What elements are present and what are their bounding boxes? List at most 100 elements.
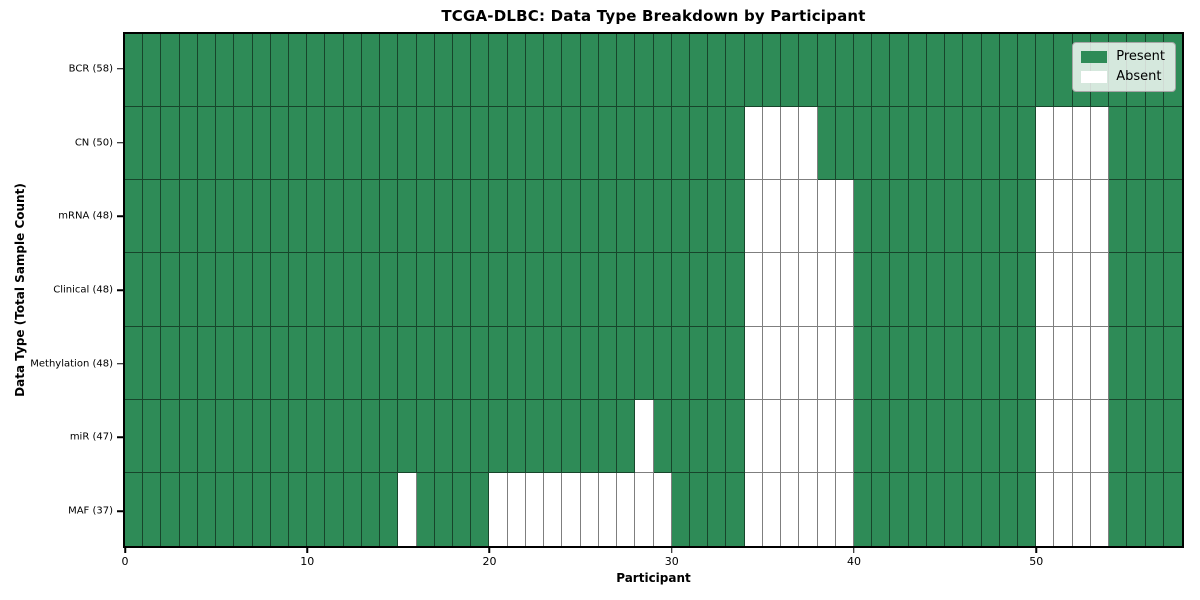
heatmap-cell-Clinical-42 (890, 253, 909, 327)
heatmap-cell-CN-57 (1163, 107, 1182, 181)
heatmap-cell-Clinical-15 (398, 253, 417, 327)
heatmap-cell-mRNA-42 (890, 180, 909, 254)
heatmap-cell-CN-19 (471, 107, 490, 181)
y-tick-label-MAF: MAF (37) (68, 505, 113, 517)
heatmap-cell-CN-7 (252, 107, 271, 181)
heatmap-cell-MAF-28 (635, 472, 654, 546)
x-tick-label-30: 30 (664, 555, 679, 568)
heatmap-cell-Clinical-25 (580, 253, 599, 327)
heatmap-cell-MAF-49 (1017, 472, 1037, 546)
heatmap-cell-Clinical-9 (289, 253, 308, 327)
heatmap-cell-MAF-34 (744, 472, 763, 546)
heatmap-cell-mRNA-49 (1017, 180, 1037, 254)
heatmap-cell-MAF-4 (197, 472, 217, 546)
heatmap-cell-Methylation-41 (872, 326, 891, 400)
heatmap-cell-CN-39 (835, 107, 854, 181)
heatmap-cell-CN-15 (398, 107, 417, 181)
heatmap-cell-mRNA-30 (671, 180, 690, 254)
heatmap-cell-miR-29 (653, 399, 672, 473)
heatmap-cell-CN-18 (453, 107, 472, 181)
heatmap-cell-Methylation-47 (981, 326, 1000, 400)
heatmap-cell-BCR-45 (945, 34, 964, 108)
heatmap-cell-CN-37 (799, 107, 818, 181)
heatmap-cell-Methylation-24 (562, 326, 581, 400)
heatmap-cell-Clinical-50 (1036, 253, 1055, 327)
heatmap-cell-mRNA-35 (762, 180, 782, 254)
heatmap-cell-BCR-42 (890, 34, 909, 108)
heatmap-cell-BCR-2 (161, 34, 180, 108)
heatmap-cell-Methylation-46 (963, 326, 982, 400)
heatmap-cell-miR-14 (380, 399, 399, 473)
heatmap-cell-CN-44 (926, 107, 946, 181)
heatmap-cell-CN-27 (617, 107, 636, 181)
heatmap-cell-miR-27 (617, 399, 636, 473)
heatmap-cell-mRNA-47 (981, 180, 1000, 254)
heatmap-cell-CN-23 (544, 107, 563, 181)
heatmap-cell-miR-50 (1036, 399, 1055, 473)
heatmap-cell-Clinical-36 (781, 253, 800, 327)
heatmap-cell-miR-15 (398, 399, 417, 473)
heatmap-cell-CN-42 (890, 107, 909, 181)
heatmap-cell-CN-1 (143, 107, 162, 181)
heatmap-cell-mRNA-51 (1054, 180, 1073, 254)
heatmap-cell-CN-10 (307, 107, 326, 181)
heatmap-cell-Methylation-16 (416, 326, 435, 400)
x-tick-label-50: 50 (1029, 555, 1044, 568)
heatmap-cell-Methylation-5 (216, 326, 235, 400)
heatmap-cell-CN-12 (343, 107, 362, 181)
heatmap-cell-BCR-11 (325, 34, 344, 108)
heatmap-cell-BCR-12 (343, 34, 362, 108)
heatmap-cell-MAF-10 (307, 472, 326, 546)
heatmap-cell-CN-6 (234, 107, 253, 181)
heatmap-cell-mRNA-18 (453, 180, 472, 254)
heatmap-cell-Clinical-34 (744, 253, 763, 327)
heatmap-cell-MAF-6 (234, 472, 253, 546)
heatmap-cell-miR-39 (835, 399, 854, 473)
heatmap-cell-BCR-30 (671, 34, 690, 108)
heatmap-cell-MAF-0 (125, 472, 144, 546)
heatmap-cell-Clinical-47 (981, 253, 1000, 327)
heatmap-cell-Clinical-31 (689, 253, 709, 327)
heatmap-cell-miR-38 (817, 399, 836, 473)
heatmap-cell-mRNA-50 (1036, 180, 1055, 254)
heatmap-cell-BCR-47 (981, 34, 1000, 108)
heatmap-cell-mRNA-54 (1109, 180, 1128, 254)
heatmap-cell-Methylation-0 (125, 326, 144, 400)
heatmap-cell-CN-38 (817, 107, 836, 181)
heatmap-cell-CN-32 (708, 107, 727, 181)
heatmap-cell-CN-5 (216, 107, 235, 181)
y-tick-mark-icon (117, 362, 123, 365)
heatmap-cell-CN-20 (489, 107, 508, 181)
heatmap-cell-BCR-26 (598, 34, 618, 108)
heatmap-cell-BCR-5 (216, 34, 235, 108)
x-tick-label-40: 40 (846, 555, 861, 568)
heatmap-cell-Methylation-53 (1090, 326, 1110, 400)
heatmap-cell-MAF-22 (525, 472, 545, 546)
heatmap-cell-mRNA-10 (307, 180, 326, 254)
heatmap-cell-Clinical-29 (653, 253, 672, 327)
heatmap-cell-MAF-31 (689, 472, 709, 546)
y-tick-label-CN: CN (50) (74, 137, 113, 149)
heatmap-cell-mRNA-9 (289, 180, 308, 254)
heatmap-cell-Methylation-30 (671, 326, 690, 400)
heatmap-cell-Methylation-43 (908, 326, 927, 400)
heatmap-cell-MAF-2 (161, 472, 180, 546)
heatmap-cell-miR-44 (926, 399, 946, 473)
heatmap-cell-miR-30 (671, 399, 690, 473)
heatmap-cell-Clinical-8 (270, 253, 290, 327)
heatmap-cell-miR-23 (544, 399, 563, 473)
heatmap-cell-CN-17 (434, 107, 454, 181)
heatmap-cell-BCR-24 (562, 34, 581, 108)
heatmap-cell-BCR-44 (926, 34, 946, 108)
heatmap-cell-CN-47 (981, 107, 1000, 181)
heatmap-cell-BCR-0 (125, 34, 144, 108)
heatmap-cell-BCR-17 (434, 34, 454, 108)
heatmap-cell-miR-1 (143, 399, 162, 473)
heatmap-cell-miR-7 (252, 399, 271, 473)
heatmap-cell-Clinical-26 (598, 253, 618, 327)
heatmap-cell-MAF-3 (179, 472, 198, 546)
heatmap-cell-miR-18 (453, 399, 472, 473)
legend-swatch-present-icon (1081, 50, 1108, 63)
heatmap-cell-mRNA-8 (270, 180, 290, 254)
heatmap-cell-Clinical-6 (234, 253, 253, 327)
